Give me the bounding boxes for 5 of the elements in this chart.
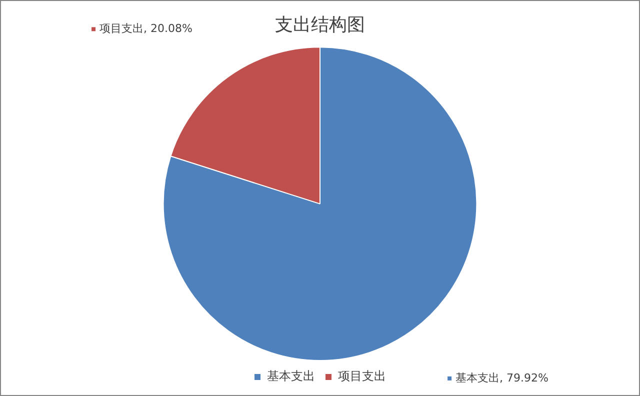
legend-label: 项目支出: [338, 369, 386, 384]
chart-title: 支出结构图: [275, 14, 365, 36]
legend-label: 基本支出: [267, 369, 315, 384]
data-label: 基本支出, 79.92%: [456, 371, 548, 384]
data-label: 项目支出, 20.08%: [100, 22, 192, 36]
